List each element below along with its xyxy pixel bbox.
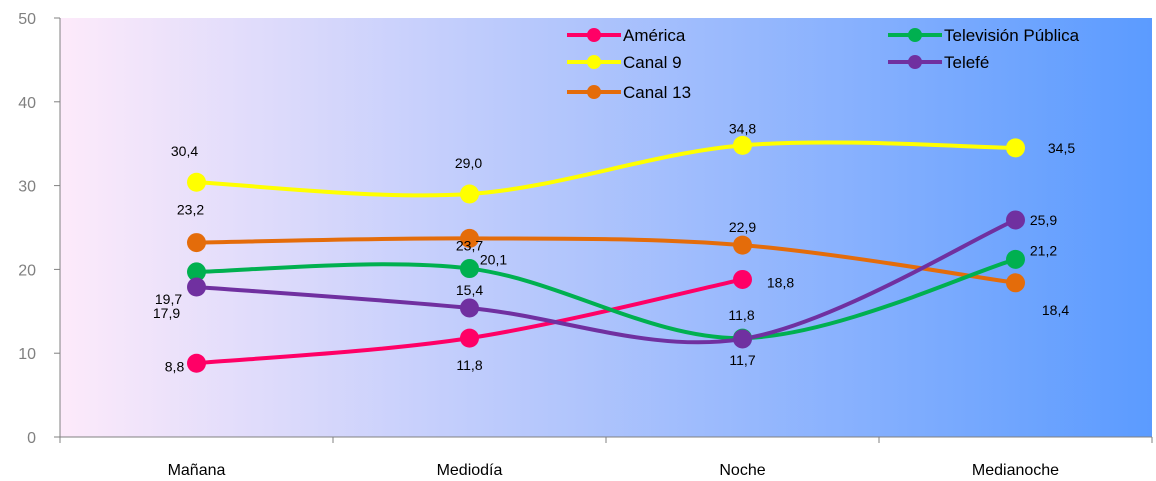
y-tick-label: 0 bbox=[27, 430, 36, 447]
data-point-america bbox=[460, 328, 479, 348]
legend-label-america: América bbox=[623, 26, 686, 45]
y-tick-label: 40 bbox=[18, 95, 36, 112]
legend-marker-canal-13 bbox=[587, 85, 601, 99]
legend-marker-television-publica bbox=[908, 28, 922, 42]
data-label-canal-13: 23,7 bbox=[456, 237, 483, 253]
legend-label-telefe: Telefé bbox=[944, 53, 989, 72]
data-label-telefe: 17,9 bbox=[153, 305, 180, 321]
data-point-telefe bbox=[187, 277, 206, 297]
data-label-television-publica: 21,2 bbox=[1030, 242, 1057, 258]
y-tick-label: 10 bbox=[18, 346, 36, 363]
legend-label-canal-13: Canal 13 bbox=[623, 83, 691, 102]
data-point-telefe bbox=[460, 298, 479, 318]
legend-label-television-publica: Televisión Pública bbox=[944, 26, 1080, 45]
data-point-canal-9 bbox=[460, 184, 479, 204]
data-point-canal-9 bbox=[1006, 138, 1025, 158]
data-point-television-publica bbox=[460, 259, 479, 279]
data-label-telefe: 11,7 bbox=[729, 352, 755, 368]
data-label-telefe: 25,9 bbox=[1030, 212, 1057, 228]
data-label-telefe: 15,4 bbox=[456, 282, 483, 298]
series-markers bbox=[187, 135, 1025, 373]
x-tick-label: Medianoche bbox=[972, 462, 1059, 479]
data-labels: 30,4 29,0 34,8 34,5 23,2 23,7 22,9 18,4 8,8 11,8 1… bbox=[153, 120, 1075, 374]
data-label-america: 8,8 bbox=[165, 358, 185, 374]
legend-marker-america bbox=[587, 28, 601, 42]
series-line-television-publica bbox=[194, 257, 1018, 341]
data-point-canal-9 bbox=[187, 172, 206, 192]
series-line-canal-9 bbox=[194, 140, 1018, 198]
y-tick-label: 50 bbox=[18, 11, 36, 28]
data-point-television-publica bbox=[1006, 249, 1025, 269]
data-point-america bbox=[733, 269, 752, 289]
data-label-canal-9: 29,0 bbox=[455, 155, 482, 171]
data-label-canal-9: 34,5 bbox=[1048, 140, 1075, 156]
plot-area bbox=[60, 18, 1152, 437]
data-point-canal-13 bbox=[733, 235, 752, 255]
y-tick-label: 20 bbox=[18, 262, 36, 279]
data-label-canal-13: 18,4 bbox=[1042, 302, 1069, 318]
data-label-television-publica: 20,1 bbox=[480, 252, 507, 268]
x-tick-label: Noche bbox=[719, 462, 765, 479]
data-label-television-publica: 19,7 bbox=[155, 291, 182, 307]
data-label-america: 18,8 bbox=[767, 274, 794, 290]
data-label-canal-9: 34,8 bbox=[729, 120, 756, 136]
x-tick-label: Mediodía bbox=[437, 462, 503, 479]
data-label-television-publica: 11,8 bbox=[728, 307, 754, 323]
data-point-canal-13 bbox=[460, 228, 479, 248]
data-label-canal-13: 22,9 bbox=[729, 219, 756, 235]
data-point-telefe bbox=[1006, 210, 1025, 230]
data-label-america: 11,8 bbox=[456, 357, 482, 373]
x-tick-label: Mañana bbox=[168, 462, 226, 479]
series-line-canal-13 bbox=[194, 236, 1018, 285]
data-point-canal-13 bbox=[187, 233, 206, 253]
data-label-canal-9: 30,4 bbox=[171, 143, 198, 159]
data-point-canal-13 bbox=[1006, 273, 1025, 293]
legend: América Televisión Pública Canal 9 Telefé Ca… bbox=[567, 26, 1080, 102]
data-point-america bbox=[187, 353, 206, 373]
data-point-canal-9 bbox=[733, 135, 752, 155]
y-tick-label: 30 bbox=[18, 179, 36, 196]
series-lines bbox=[194, 140, 1018, 366]
legend-label-canal-9: Canal 9 bbox=[623, 53, 682, 72]
series-line-telefe bbox=[194, 217, 1018, 345]
axes: 0 10 20 30 40 50 Mañana Mediodía Noche Medianoche bbox=[18, 11, 1153, 479]
data-point-telefe bbox=[733, 329, 752, 349]
data-point-television-publica bbox=[187, 262, 206, 282]
legend-marker-telefe bbox=[908, 55, 922, 69]
legend-marker-canal-9 bbox=[587, 55, 601, 69]
data-label-canal-13: 23,2 bbox=[177, 202, 204, 218]
